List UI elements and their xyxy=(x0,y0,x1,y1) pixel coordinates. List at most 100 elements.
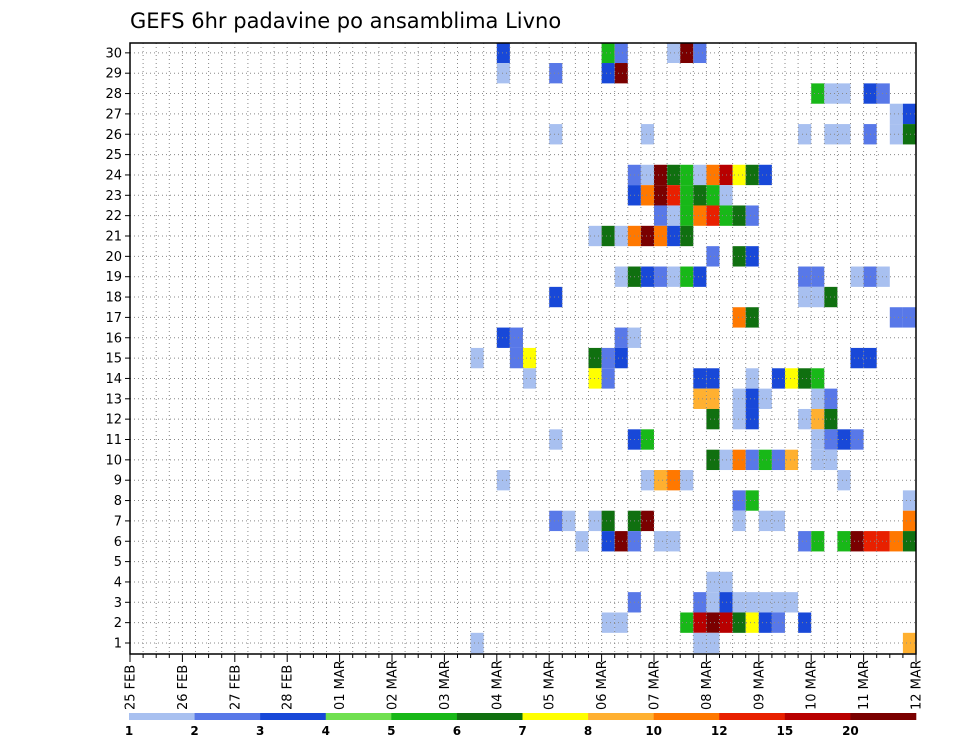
heat-cell-m20-60 xyxy=(706,246,720,267)
heat-cell-m29-8 xyxy=(601,63,615,84)
legend-swatch-4 xyxy=(391,713,458,720)
heat-cell-m9-139 xyxy=(667,470,681,491)
y-tick-label-4: 4 xyxy=(114,575,122,590)
y-tick-label-17: 17 xyxy=(105,311,122,326)
heat-cell-m7-146 xyxy=(562,510,576,532)
y-tick-label-19: 19 xyxy=(105,270,122,285)
heat-cell-m6-157 xyxy=(601,531,615,552)
heat-cell-m24-35 xyxy=(758,164,772,186)
heat-cell-m12-118 xyxy=(811,408,825,430)
heat-cell-m9-141 xyxy=(837,470,851,491)
y-tick-label-25: 25 xyxy=(105,148,122,163)
heat-cell-m13-111 xyxy=(758,388,772,409)
heat-cell-m17-80 xyxy=(745,307,759,328)
heat-cell-m26-21 xyxy=(837,124,851,145)
heat-cell-m14-99 xyxy=(601,368,615,389)
heat-cell-m7-147 xyxy=(588,510,602,532)
heat-cell-m3-179 xyxy=(758,592,772,613)
heat-cell-m26-19 xyxy=(798,124,812,145)
heat-cell-m17-79 xyxy=(732,307,746,328)
x-tick-label-10: 07 MAR xyxy=(648,660,663,710)
x-tick-label-13: 10 MAR xyxy=(805,660,820,710)
x-tick-label-6: 03 MAR xyxy=(438,660,453,710)
heat-cell-m15-92 xyxy=(588,347,602,369)
legend-swatch-11 xyxy=(850,713,917,720)
heat-cell-m6-163 xyxy=(811,531,825,552)
x-tick-label-0: 25 FEB xyxy=(124,665,139,710)
heat-cell-m19-74 xyxy=(876,266,890,287)
x-tick-label-5: 02 MAR xyxy=(386,660,401,710)
heat-cell-m7-150 xyxy=(640,510,654,532)
heat-cell-m26-17 xyxy=(640,124,654,145)
y-tick-label-7: 7 xyxy=(114,514,122,529)
heat-cell-m18-75 xyxy=(549,286,563,308)
heat-cell-m24-26 xyxy=(640,164,654,186)
y-tick-label-13: 13 xyxy=(105,392,122,407)
y-tick-label-14: 14 xyxy=(105,372,122,387)
heat-cell-m22-50 xyxy=(732,205,746,226)
y-tick-label-12: 12 xyxy=(105,413,122,428)
heat-cell-m28-10 xyxy=(811,83,825,104)
heat-cell-m16-86 xyxy=(614,327,628,348)
heat-cell-m19-63 xyxy=(614,266,628,287)
legend-label-12: 12 xyxy=(711,724,728,738)
heat-cell-m23-38 xyxy=(654,185,668,206)
heat-cell-m23-39 xyxy=(667,185,681,206)
heat-cell-m21-53 xyxy=(601,225,615,247)
legend-swatch-6 xyxy=(522,713,589,720)
heat-cell-m22-51 xyxy=(745,205,759,226)
x-tick-label-7: 04 MAR xyxy=(490,660,505,710)
heat-cell-m2-182 xyxy=(601,612,615,633)
heat-cell-m6-164 xyxy=(837,531,851,552)
heat-cell-m29-9 xyxy=(614,63,628,84)
heat-cell-m30-2 xyxy=(614,42,628,64)
legend-label-7: 7 xyxy=(518,724,526,738)
heat-cell-m6-162 xyxy=(798,531,812,552)
heat-cell-m6-156 xyxy=(575,531,589,552)
legend-swatch-3 xyxy=(325,713,392,720)
legend-swatch-5 xyxy=(456,713,523,720)
heat-cell-m6-165 xyxy=(850,531,864,552)
heat-cell-m16-84 xyxy=(496,327,510,348)
heat-cell-m21-56 xyxy=(640,225,654,247)
heat-cell-m13-107 xyxy=(693,388,707,409)
y-tick-label-30: 30 xyxy=(105,46,122,61)
heat-cell-m22-44 xyxy=(654,205,668,226)
x-tick-label-8: 05 MAR xyxy=(543,660,558,710)
legend-swatch-1 xyxy=(194,713,261,720)
heat-cell-m20-61 xyxy=(732,246,746,267)
x-tick-label-15: 12 MAR xyxy=(910,660,925,710)
legend-label-10: 10 xyxy=(645,724,662,738)
legend-label-15: 15 xyxy=(776,724,793,738)
heat-cell-m30-5 xyxy=(693,42,707,64)
heat-cell-m11-120 xyxy=(549,429,563,450)
heat-cell-m24-31 xyxy=(706,164,720,186)
chart-title: GEFS 6hr padavine po ansamblima Livno xyxy=(130,9,561,33)
heat-cell-m10-131 xyxy=(758,449,772,471)
heat-cell-m2-183 xyxy=(614,612,628,633)
heat-cell-m19-70 xyxy=(798,266,812,287)
heat-cell-m21-58 xyxy=(667,225,681,247)
heat-cell-m27-16 xyxy=(902,103,916,125)
heat-cell-m19-67 xyxy=(667,266,681,287)
y-tick-label-8: 8 xyxy=(114,494,122,509)
heat-cell-m7-145 xyxy=(549,510,563,532)
legend-label-20: 20 xyxy=(842,724,859,738)
heat-cell-m12-116 xyxy=(745,408,759,430)
heat-cell-m1-195 xyxy=(706,632,720,654)
legend-swatch-10 xyxy=(784,713,851,720)
heat-cell-m1-196 xyxy=(902,632,916,654)
legend-label-5: 5 xyxy=(387,724,395,738)
y-tick-label-3: 3 xyxy=(114,596,122,611)
heat-cell-m7-152 xyxy=(758,510,772,532)
heat-cell-m19-66 xyxy=(654,266,668,287)
y-tick-label-10: 10 xyxy=(105,453,122,468)
heat-cell-m15-93 xyxy=(601,347,615,369)
heat-cell-m21-52 xyxy=(588,225,602,247)
heat-cell-m9-137 xyxy=(640,470,654,491)
heat-cell-m21-57 xyxy=(654,225,668,247)
legend-swatch-8 xyxy=(653,713,720,720)
heat-cell-m24-33 xyxy=(732,164,746,186)
x-tick-label-1: 26 FEB xyxy=(176,665,191,710)
